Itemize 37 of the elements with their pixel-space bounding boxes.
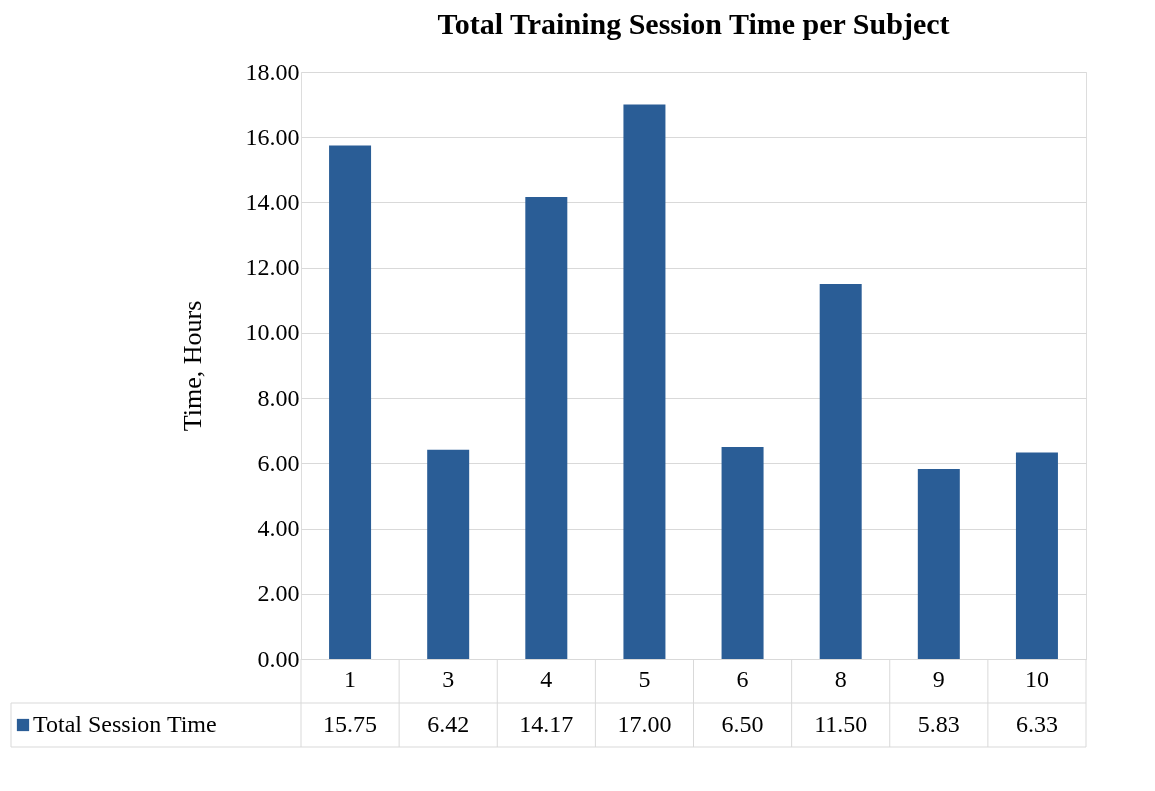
data-label: 14.17 [519,711,574,737]
y-tick-label: 2.00 [257,580,300,607]
y-tick-label: 10.00 [245,319,300,346]
chart-title: Total Training Session Time per Subject [437,7,950,40]
bar [329,145,372,659]
data-label: 5.83 [917,711,960,737]
bar [917,468,960,659]
data-label: 6.42 [427,711,470,737]
bar [427,449,470,659]
x-tick-label: 5 [638,665,651,692]
bar [623,104,666,659]
x-tick-label: 3 [442,665,455,692]
x-tick-label: 8 [834,665,847,692]
y-tick-label: 12.00 [245,254,300,281]
y-tick-label: 4.00 [257,515,300,542]
y-tick-label: 14.00 [245,188,300,215]
data-label: 6.50 [721,711,764,737]
data-label: 6.33 [1015,711,1058,737]
x-tick-label: 1 [344,665,357,692]
y-tick-label: 8.00 [257,384,300,411]
bar [525,196,568,659]
y-axis-title: Time, Hours [177,300,207,432]
bar [721,447,764,659]
legend-label: Total Session Time [33,711,217,737]
data-label: 11.50 [814,711,868,737]
x-tick-label: 10 [1024,665,1049,692]
bar [819,283,862,659]
y-tick-label: 0.00 [257,645,300,672]
bar [1015,452,1058,659]
x-tick-label: 4 [540,665,553,692]
x-tick-label: 9 [932,665,945,692]
data-label: 15.75 [323,711,378,737]
x-tick-label: 6 [736,665,749,692]
y-tick-label: 18.00 [245,58,300,85]
y-tick-label: 6.00 [257,449,300,476]
y-tick-label: 16.00 [245,123,300,150]
data-label: 17.00 [617,711,672,737]
